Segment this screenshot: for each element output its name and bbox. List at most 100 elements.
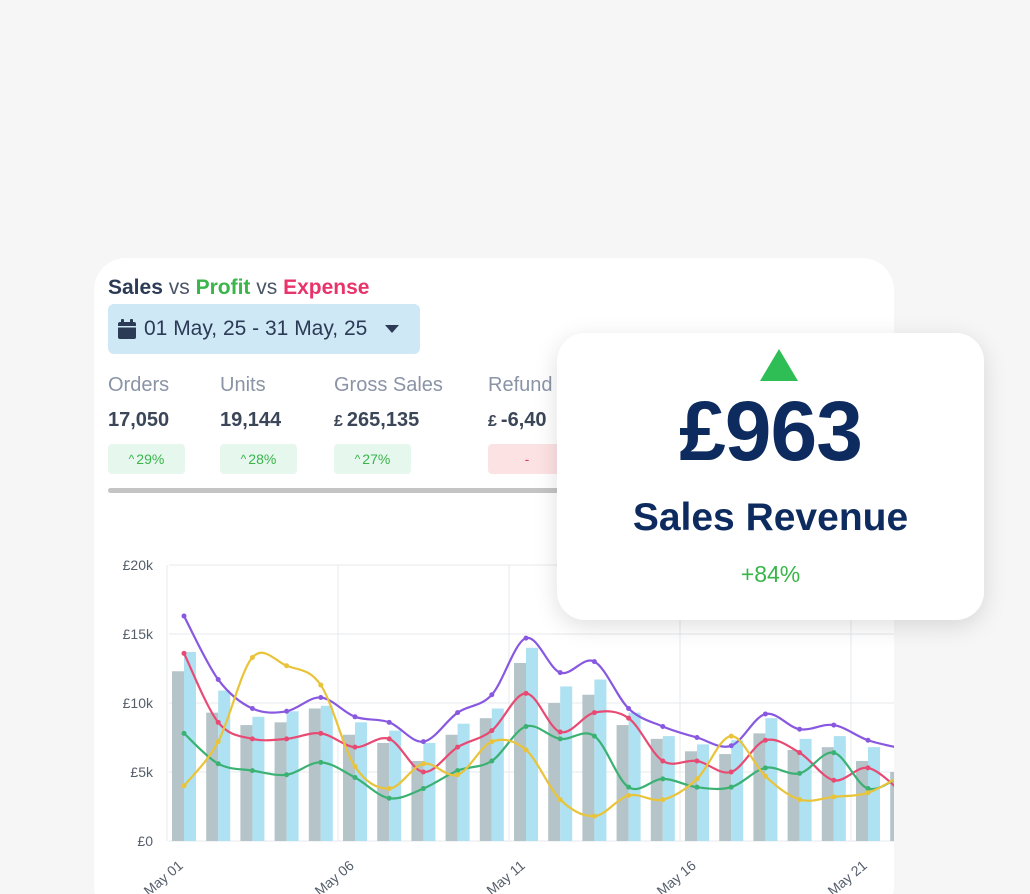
data-point bbox=[386, 736, 392, 742]
data-point bbox=[215, 719, 221, 725]
data-point bbox=[284, 663, 290, 669]
data-point bbox=[591, 710, 597, 716]
data-point bbox=[318, 759, 324, 765]
kpi-gross-sales: Gross Sales £265,135 ^ 27% bbox=[334, 374, 443, 474]
data-point bbox=[694, 776, 700, 782]
title-vs: vs bbox=[250, 276, 284, 299]
data-point bbox=[455, 772, 461, 778]
y-tick-label: £15k bbox=[123, 626, 154, 642]
data-point bbox=[489, 758, 495, 764]
bar bbox=[184, 651, 196, 841]
bar bbox=[252, 716, 265, 841]
arrow-up-icon: ^ bbox=[240, 452, 247, 466]
data-point bbox=[865, 786, 871, 792]
data-point bbox=[249, 736, 255, 742]
bar bbox=[856, 760, 868, 841]
kpi-change-badge: ^ 29% bbox=[108, 444, 185, 474]
sales-profit-expense-chart: £0 £5k £10k £15k £20k May 01 May 06 May 11 May 1… bbox=[123, 557, 894, 894]
data-point bbox=[523, 723, 529, 729]
kpi-refund: Refund £ -6,40 - bbox=[488, 374, 566, 474]
bar bbox=[833, 736, 846, 841]
bar bbox=[765, 718, 778, 841]
data-point bbox=[249, 654, 255, 660]
kpi-value: 17,050 bbox=[108, 409, 170, 431]
kpi-value: 19,144 bbox=[220, 409, 282, 431]
data-point bbox=[728, 733, 734, 739]
date-range-picker[interactable]: 01 May, 25 - 31 May, 25 bbox=[108, 304, 420, 354]
data-point bbox=[797, 797, 803, 803]
data-point bbox=[318, 682, 324, 688]
bar bbox=[411, 760, 424, 841]
bar bbox=[685, 751, 697, 841]
data-point bbox=[591, 813, 597, 819]
bar bbox=[799, 738, 812, 841]
bar bbox=[594, 679, 607, 841]
data-point bbox=[762, 737, 768, 743]
data-point bbox=[557, 729, 563, 735]
bar bbox=[821, 747, 834, 841]
data-point bbox=[660, 723, 666, 729]
scrollbar[interactable] bbox=[108, 488, 578, 493]
data-point bbox=[318, 694, 324, 700]
x-tick-label: May 01 bbox=[140, 857, 186, 894]
data-point bbox=[455, 768, 461, 774]
data-point bbox=[626, 792, 632, 798]
bar bbox=[731, 740, 744, 841]
data-point bbox=[489, 692, 495, 698]
data-point bbox=[284, 772, 290, 778]
series-line bbox=[183, 615, 894, 748]
kpi-label: Refund bbox=[488, 374, 553, 396]
data-point bbox=[523, 690, 529, 696]
bar bbox=[457, 723, 470, 841]
y-tick-label: £0 bbox=[137, 833, 153, 849]
data-point bbox=[386, 795, 392, 801]
data-point bbox=[352, 714, 358, 720]
data-point bbox=[215, 677, 221, 683]
data-point bbox=[797, 726, 803, 732]
bar bbox=[343, 734, 355, 841]
data-point bbox=[352, 775, 358, 781]
data-point bbox=[660, 776, 666, 782]
data-point bbox=[797, 750, 803, 756]
data-point bbox=[386, 786, 392, 792]
data-point bbox=[626, 715, 632, 721]
data-point bbox=[557, 797, 563, 803]
data-point bbox=[352, 763, 358, 769]
data-point bbox=[181, 783, 187, 789]
bar bbox=[526, 647, 538, 841]
data-point bbox=[626, 784, 632, 790]
revenue-label: Sales Revenue bbox=[632, 496, 909, 539]
bar bbox=[206, 712, 219, 841]
data-point bbox=[420, 739, 426, 745]
data-point bbox=[523, 635, 529, 641]
data-point bbox=[865, 737, 871, 743]
data-point bbox=[420, 769, 426, 775]
data-point bbox=[831, 750, 837, 756]
data-point bbox=[284, 736, 290, 742]
bar bbox=[172, 671, 184, 841]
data-point bbox=[797, 770, 803, 776]
bar bbox=[697, 744, 709, 841]
data-point bbox=[762, 765, 768, 771]
series-line bbox=[183, 724, 894, 800]
data-point bbox=[557, 670, 563, 676]
data-point bbox=[660, 758, 666, 764]
data-point bbox=[694, 758, 700, 764]
revenue-amount: £963 bbox=[679, 384, 863, 478]
data-point bbox=[762, 773, 768, 779]
data-point bbox=[420, 786, 426, 792]
data-point bbox=[523, 747, 529, 753]
data-point bbox=[557, 736, 563, 742]
series-line bbox=[183, 651, 894, 818]
x-tick-label: May 11 bbox=[483, 857, 528, 894]
data-point bbox=[489, 728, 495, 734]
data-point bbox=[455, 710, 461, 716]
kpi-value: £ -6,40 bbox=[488, 409, 547, 431]
data-point bbox=[181, 613, 187, 619]
bar bbox=[274, 722, 287, 841]
bar bbox=[650, 738, 663, 841]
bar bbox=[423, 743, 436, 841]
data-point bbox=[694, 735, 700, 740]
bar bbox=[890, 772, 894, 841]
data-point bbox=[831, 794, 837, 800]
